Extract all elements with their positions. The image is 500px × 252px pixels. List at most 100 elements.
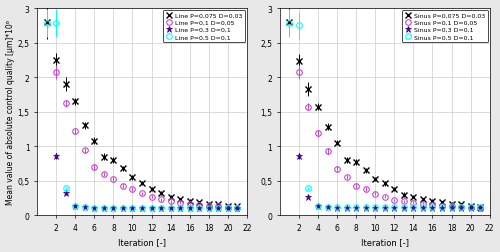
Sinus P=0,075 D=0,03 xyxy=(477,206,483,209)
Sinus P=0,3 D=0,1 xyxy=(344,206,349,209)
Sinus P=0,5 D=0,1 xyxy=(353,206,359,209)
Line P=0,1 D=0,05 xyxy=(139,192,145,195)
Line P=0,1 D=0,05 xyxy=(196,204,202,207)
Sinus P=0,3 D=0,1 xyxy=(372,206,378,209)
Sinus P=0,5 D=0,1 xyxy=(362,206,368,209)
Sinus P=0,5 D=0,1 xyxy=(344,206,349,209)
Line P=0,3 D=0,1 xyxy=(158,207,164,210)
Sinus P=0,5 D=0,1 xyxy=(334,206,340,209)
Line P=0,3 D=0,1 xyxy=(82,206,88,209)
Line P=0,3 D=0,1 xyxy=(196,207,202,210)
Sinus P=0,075 D=0,03 xyxy=(468,204,473,207)
Line P=0,5 D=0,1 xyxy=(186,206,192,209)
Sinus P=0,5 D=0,1 xyxy=(296,25,302,28)
Sinus P=0,075 D=0,03 xyxy=(324,126,330,129)
Sinus P=0,075 D=0,03 xyxy=(401,193,407,196)
Sinus P=0,1 D=0,05 xyxy=(315,132,321,135)
Line P=0,1 D=0,05 xyxy=(120,184,126,187)
Sinus P=0,1 D=0,05 xyxy=(353,184,359,187)
Line P=0,1 D=0,05 xyxy=(234,206,240,209)
Line P=0,075 D=0,03 xyxy=(216,203,222,206)
Sinus P=0,3 D=0,1 xyxy=(420,206,426,209)
Line P=0,5 D=0,1 xyxy=(130,206,136,209)
Line P=0,3 D=0,1 xyxy=(168,207,173,210)
Line P=0,075 D=0,03 xyxy=(168,195,173,198)
Line P=0,5 D=0,1 xyxy=(139,206,145,209)
Sinus P=0,075 D=0,03 xyxy=(286,21,292,24)
Sinus P=0,5 D=0,1 xyxy=(477,206,483,209)
Sinus P=0,075 D=0,03 xyxy=(353,161,359,164)
Line P=0,3 D=0,1 xyxy=(92,206,98,209)
Line P=0,1 D=0,05 xyxy=(72,130,78,133)
Line: Line P=0,5 D=0,1: Line P=0,5 D=0,1 xyxy=(44,21,240,211)
Sinus P=0,075 D=0,03 xyxy=(458,203,464,206)
Line P=0,1 D=0,05 xyxy=(82,149,88,152)
Sinus P=0,1 D=0,05 xyxy=(324,150,330,153)
Sinus P=0,075 D=0,03 xyxy=(448,202,454,205)
Sinus P=0,075 D=0,03 xyxy=(344,159,349,162)
Line P=0,3 D=0,1 xyxy=(206,207,212,210)
Line P=0,1 D=0,05 xyxy=(225,206,231,209)
Sinus P=0,3 D=0,1 xyxy=(306,195,312,198)
Line P=0,3 D=0,1 xyxy=(62,192,68,195)
Line P=0,5 D=0,1 xyxy=(92,206,98,209)
Line P=0,075 D=0,03 xyxy=(44,21,50,24)
Line P=0,1 D=0,05 xyxy=(158,198,164,201)
Legend: Line P=0,075 D=0,03, Line P=0,1 D=0,05, Line P=0,3 D=0,1, Line P=0,5 D=0,1: Line P=0,075 D=0,03, Line P=0,1 D=0,05, … xyxy=(163,11,245,43)
Line: Line P=0,1 D=0,05: Line P=0,1 D=0,05 xyxy=(54,70,240,211)
Legend: Sinus P=0,075 D=0,03, Sinus P=0,1 D=0,05, Sinus P=0,3 D=0,1, Sinus P=0,5 D=0,1: Sinus P=0,075 D=0,03, Sinus P=0,1 D=0,05… xyxy=(402,11,488,43)
Sinus P=0,1 D=0,05 xyxy=(430,204,436,207)
Line P=0,1 D=0,05 xyxy=(62,103,68,106)
Sinus P=0,3 D=0,1 xyxy=(362,206,368,209)
Line P=0,3 D=0,1 xyxy=(130,207,136,210)
Line P=0,075 D=0,03 xyxy=(62,83,68,86)
Line P=0,3 D=0,1 xyxy=(234,207,240,210)
Line P=0,075 D=0,03 xyxy=(130,176,136,179)
Sinus P=0,1 D=0,05 xyxy=(306,106,312,109)
Sinus P=0,5 D=0,1 xyxy=(439,206,445,209)
Line P=0,5 D=0,1 xyxy=(148,206,154,209)
Line P=0,5 D=0,1 xyxy=(177,206,183,209)
Line P=0,1 D=0,05 xyxy=(177,202,183,205)
Sinus P=0,1 D=0,05 xyxy=(468,206,473,209)
Sinus P=0,075 D=0,03 xyxy=(372,177,378,180)
Sinus P=0,3 D=0,1 xyxy=(448,206,454,209)
Line P=0,3 D=0,1 xyxy=(72,205,78,208)
Line P=0,075 D=0,03 xyxy=(177,198,183,201)
Sinus P=0,075 D=0,03 xyxy=(296,60,302,64)
Line: Sinus P=0,5 D=0,1: Sinus P=0,5 D=0,1 xyxy=(286,21,483,210)
Line P=0,3 D=0,1 xyxy=(120,207,126,210)
Line P=0,3 D=0,1 xyxy=(177,207,183,210)
Line P=0,3 D=0,1 xyxy=(139,207,145,210)
Sinus P=0,3 D=0,1 xyxy=(468,206,473,209)
Sinus P=0,1 D=0,05 xyxy=(296,72,302,75)
Sinus P=0,1 D=0,05 xyxy=(334,168,340,171)
Sinus P=0,5 D=0,1 xyxy=(324,206,330,209)
Line P=0,5 D=0,1 xyxy=(216,206,222,209)
Line P=0,1 D=0,05 xyxy=(92,166,98,169)
Line P=0,1 D=0,05 xyxy=(216,205,222,208)
Y-axis label: Mean value of absolute control quality [μm]*10⁶: Mean value of absolute control quality [… xyxy=(6,20,15,204)
Line: Sinus P=0,075 D=0,03: Sinus P=0,075 D=0,03 xyxy=(286,20,483,210)
Sinus P=0,1 D=0,05 xyxy=(477,206,483,209)
Sinus P=0,3 D=0,1 xyxy=(410,206,416,209)
Sinus P=0,1 D=0,05 xyxy=(382,195,388,198)
Sinus P=0,3 D=0,1 xyxy=(382,206,388,209)
Line P=0,075 D=0,03 xyxy=(92,140,98,143)
Line P=0,5 D=0,1 xyxy=(120,206,126,209)
Line P=0,075 D=0,03 xyxy=(110,159,116,162)
Sinus P=0,3 D=0,1 xyxy=(392,206,398,209)
Line P=0,5 D=0,1 xyxy=(225,206,231,209)
Sinus P=0,075 D=0,03 xyxy=(315,106,321,109)
Line P=0,5 D=0,1 xyxy=(168,206,173,209)
Line P=0,1 D=0,05 xyxy=(53,72,59,75)
Line P=0,1 D=0,05 xyxy=(148,195,154,198)
Sinus P=0,5 D=0,1 xyxy=(430,206,436,209)
Line P=0,075 D=0,03 xyxy=(225,204,231,207)
Line P=0,5 D=0,1 xyxy=(206,206,212,209)
Sinus P=0,075 D=0,03 xyxy=(362,169,368,172)
Sinus P=0,075 D=0,03 xyxy=(392,188,398,191)
Sinus P=0,3 D=0,1 xyxy=(334,206,340,209)
Sinus P=0,5 D=0,1 xyxy=(315,205,321,208)
Line P=0,5 D=0,1 xyxy=(101,206,107,209)
